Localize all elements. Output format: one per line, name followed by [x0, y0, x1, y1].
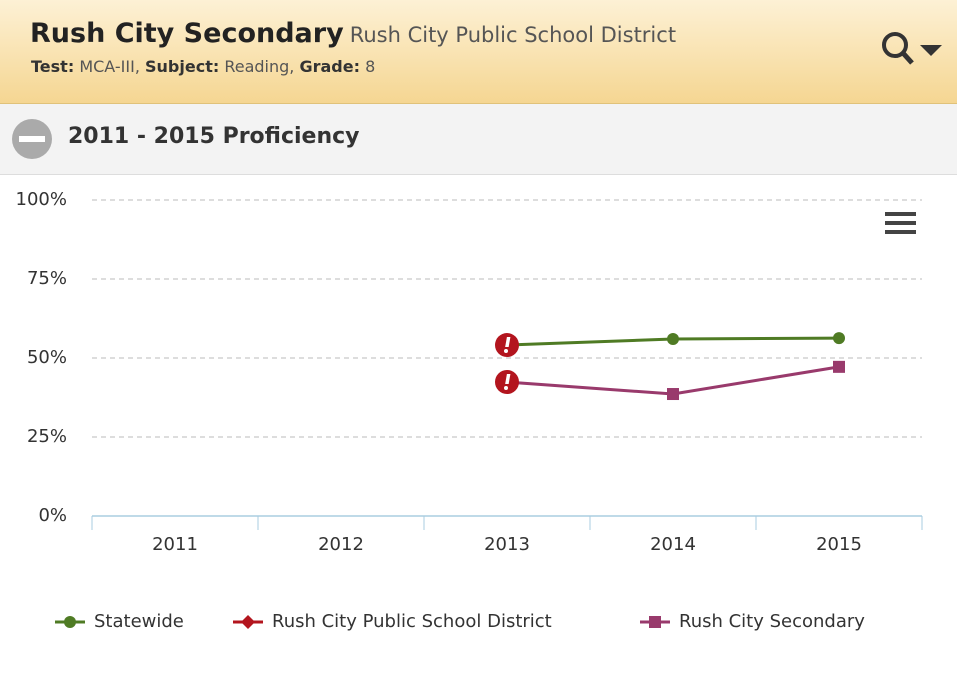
warning-dot — [504, 386, 508, 391]
warning-marker — [495, 333, 519, 358]
marker — [833, 360, 845, 373]
marker — [667, 388, 679, 401]
legend-label: Rush City Secondary — [679, 611, 865, 632]
x-tick-label: 2015 — [816, 534, 862, 555]
y-tick-label: 50% — [27, 347, 67, 368]
y-tick-label: 100% — [16, 189, 67, 210]
y-tick-label: 0% — [38, 505, 67, 526]
warning-dot — [504, 349, 508, 354]
school-title: Rush City Secondary — [30, 18, 344, 49]
district-subtitle: Rush City Public School District — [349, 23, 677, 47]
y-tick-label: 25% — [27, 426, 67, 447]
warning-bar — [505, 374, 511, 385]
marker — [241, 615, 255, 629]
section-title: 2011 - 2015 Proficiency — [68, 124, 360, 149]
detail-value: Reading, — [224, 57, 295, 76]
detail-value: MCA-III, — [79, 57, 140, 76]
details: Test: MCA-III, Subject: Reading, Grade: … — [31, 57, 375, 76]
x-tick-label: 2012 — [318, 534, 364, 555]
x-tick-label: 2013 — [484, 534, 530, 555]
header: Rush City Secondary Rush City Public Scho… — [0, 0, 957, 104]
legend-label: Statewide — [94, 611, 184, 632]
title-row: Rush City Secondary Rush City Public Scho… — [30, 18, 676, 49]
marker — [833, 332, 845, 345]
detail-label: Test: — [31, 57, 75, 76]
x-tick-label: 2014 — [650, 534, 696, 555]
y-tick-label: 75% — [27, 268, 67, 289]
marker — [64, 616, 76, 628]
warning-marker — [495, 370, 519, 395]
collapse-button[interactable] — [0, 104, 60, 174]
detail-label: Subject: — [145, 57, 220, 76]
legend-label: Rush City Public School District — [272, 611, 552, 632]
warning-bar — [505, 337, 511, 348]
marker — [649, 616, 661, 628]
marker — [667, 333, 679, 346]
section-bar: 2011 - 2015 Proficiency — [0, 104, 957, 175]
detail-label: Grade: — [299, 57, 360, 76]
menu-icon[interactable] — [885, 212, 916, 234]
detail-value: 8 — [365, 57, 376, 76]
x-tick-label: 2011 — [152, 534, 198, 555]
